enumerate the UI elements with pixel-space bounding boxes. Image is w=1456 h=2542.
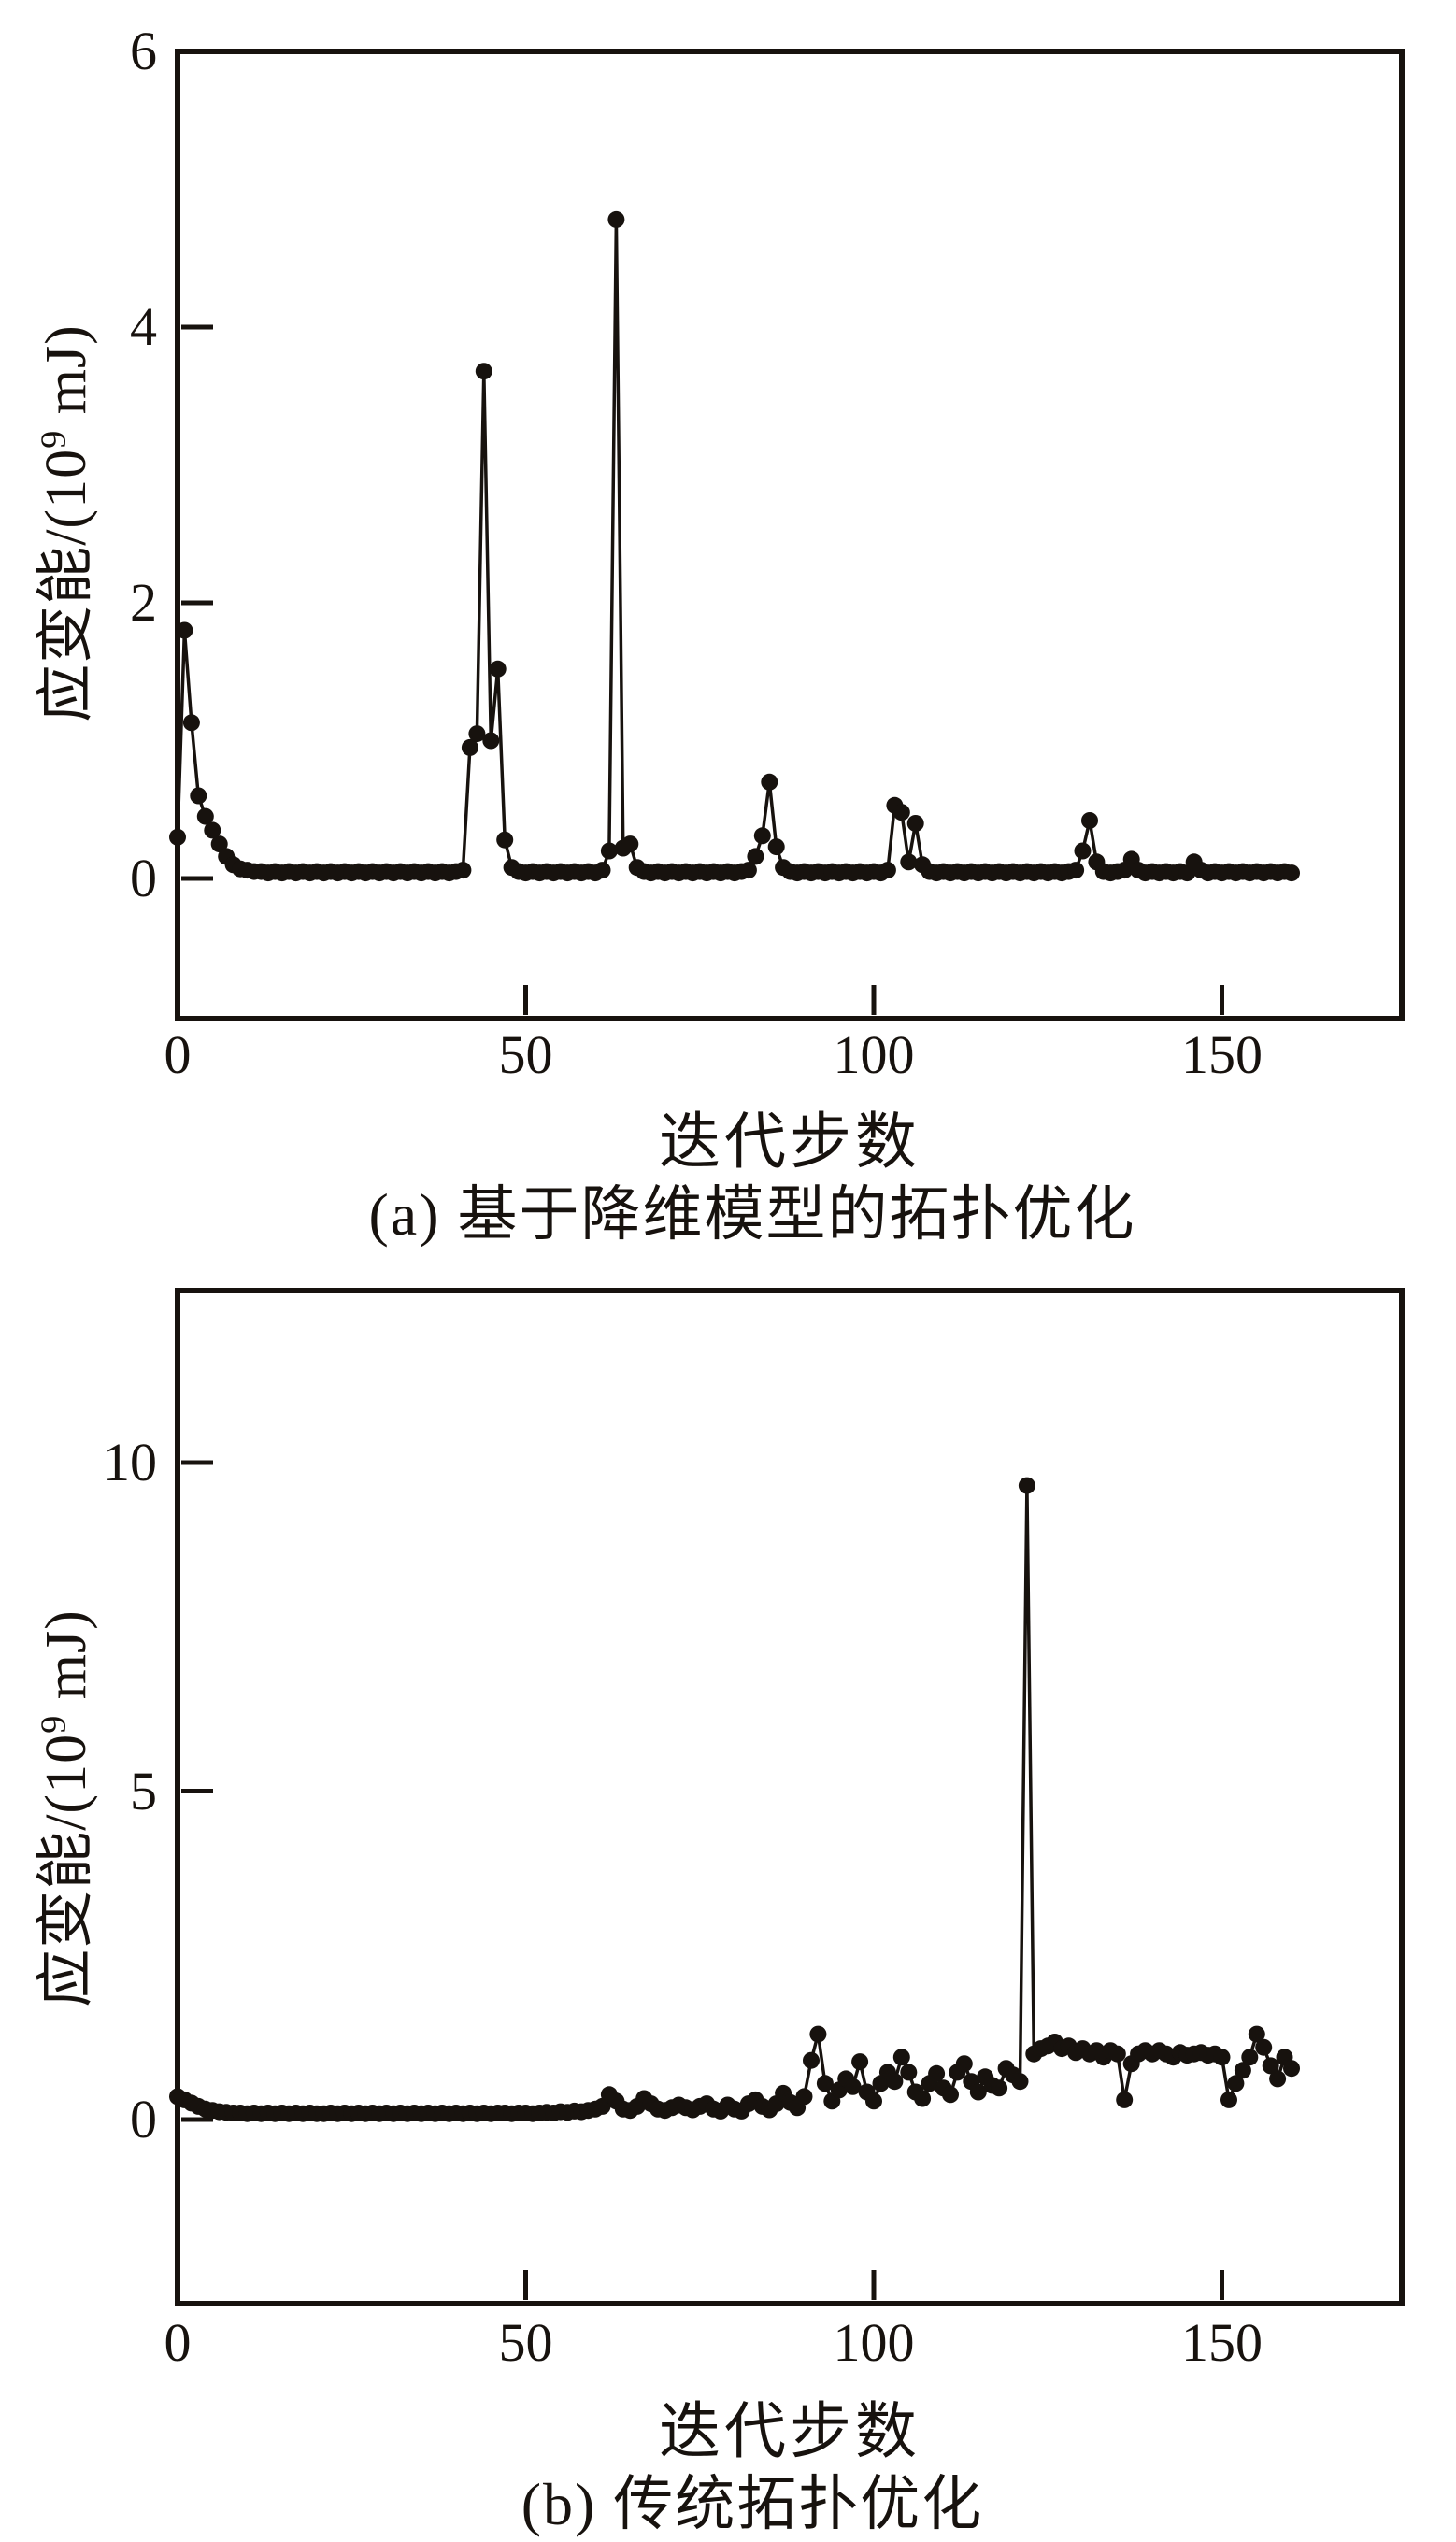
chart-b-data-point (1262, 2057, 1279, 2075)
chart-a-data-point (496, 831, 514, 849)
chart-a-data-point (1283, 864, 1300, 882)
chart-a-data-point (1074, 842, 1092, 860)
chart-b-data-point (1269, 2070, 1287, 2088)
chart-a-data-point (176, 621, 193, 639)
chart-b-x-tick-label: 0 (164, 2312, 192, 2373)
chart-a-y-axis-label: 应变能/(109 mJ) (18, 324, 102, 722)
chart-b-x-tick-label: 100 (833, 2312, 915, 2373)
chart-b-data-point (1227, 2075, 1245, 2092)
chart-a-data-point (204, 821, 221, 839)
chart-b-data-point (816, 2075, 834, 2092)
chart-b-data-point (851, 2053, 869, 2071)
chart-a-data-point (747, 848, 764, 865)
chart-b-data-point (955, 2055, 973, 2073)
chart-b-x-axis-label: 迭代步数 (659, 2398, 921, 2466)
chart-a-x-tick-label: 50 (498, 1024, 553, 1085)
chart-b-data-point (900, 2064, 918, 2081)
chart-a-series-line (176, 218, 1292, 875)
chart-a-data-point (621, 835, 639, 853)
chart-b-data-point (1248, 2025, 1265, 2043)
chart-b-data-point (1213, 2049, 1231, 2066)
chart-b-data-point (795, 2088, 813, 2106)
chart-b-data-point (892, 2049, 910, 2066)
chart-b-data-point (1283, 2060, 1300, 2078)
chart-b-group (169, 1288, 1405, 2306)
chart-a-x-tick-label: 0 (164, 1024, 192, 1085)
chart-b-x-tick-label: 50 (498, 2312, 553, 2373)
chart-b-series-line (177, 1483, 1293, 2116)
chart-a-data-point (900, 853, 918, 871)
chart-b-y-axis-label-exponent: 9 (34, 1714, 74, 1734)
chart-b-y-tick-label: 0 (130, 2089, 157, 2149)
chart-b-data-point (942, 2086, 959, 2104)
chart-b-data-point (1011, 2073, 1029, 2091)
chart-a-data-point (739, 862, 757, 879)
chart-a-data-point (210, 835, 228, 853)
chart-b-data-point (1255, 2038, 1273, 2056)
chart-a-caption: (a) 基于降维模型的拓扑优化 (368, 1181, 1136, 1248)
chart-a-data-point (1081, 812, 1098, 829)
chart-a-x-axis-label: 迭代步数 (659, 1108, 921, 1177)
chart-a-data-point (489, 660, 507, 678)
chart-a-data-point (767, 838, 785, 856)
chart-a-data-point (468, 725, 486, 743)
chart-a-data-point (593, 862, 611, 879)
chart-a-data-point (190, 787, 207, 805)
chart-b-data-point (865, 2092, 882, 2110)
chart-a-data-point (454, 862, 472, 879)
chart-a-data-point (753, 827, 771, 845)
chart-b-data-point (1018, 1477, 1035, 1494)
chart-a-data-point (461, 738, 478, 756)
chart-a-data-point (600, 842, 618, 860)
chart-a-y-tick-label: 6 (130, 21, 157, 81)
chart-b-y-axis-label-unit: mJ) (35, 1609, 98, 1715)
chart-b-x-tick-label: 150 (1181, 2312, 1263, 2373)
chart-a-plot-box (175, 49, 1405, 1021)
chart-b-y-tick-label: 10 (103, 1432, 157, 1492)
chart-b-data-point (1220, 2091, 1237, 2108)
chart-a-data-point (482, 732, 500, 750)
chart-a-y-axis-label-exponent: 9 (34, 429, 74, 449)
chart-a-data-point (196, 807, 214, 825)
chart-b-data-point (1241, 2049, 1259, 2066)
chart-b-data-point (809, 2025, 827, 2043)
chart-b-data-point (886, 2073, 904, 2091)
chart-a-data-point (892, 804, 910, 821)
chart-b-caption: (b) 传统拓扑优化 (521, 2471, 984, 2537)
chart-b-data-point (803, 2051, 820, 2069)
chart-b-data-point (928, 2064, 946, 2082)
chart-b-data-point (991, 2079, 1008, 2097)
chart-a-y-tick-label: 4 (130, 296, 157, 357)
chart-b-data-point (1116, 2091, 1134, 2108)
chart-a-data-point (878, 862, 896, 879)
chart-a-y-tick-label: 2 (130, 572, 157, 633)
chart-a-y-tick-label: 0 (130, 848, 157, 908)
chart-a-group (169, 49, 1405, 1021)
chart-b-data-point (1108, 2045, 1126, 2063)
chart-a-data-point (906, 815, 924, 832)
chart-b-data-point (969, 2083, 987, 2101)
chart-a-data-point (475, 363, 492, 380)
chart-a-data-point (182, 714, 200, 732)
chart-a-data-point (761, 773, 778, 791)
chart-a-data-point (1067, 862, 1085, 879)
chart-b-data-point (1234, 2062, 1251, 2079)
chart-a-x-tick-label: 150 (1181, 1024, 1263, 1085)
chart-b-plot-box (175, 1288, 1405, 2306)
chart-b-data-point (914, 2090, 932, 2107)
chart-b-data-point (844, 2078, 862, 2095)
chart-a-x-tick-label: 100 (833, 1024, 915, 1085)
chart-b-y-tick-label: 5 (130, 1760, 157, 1821)
chart-a-data-point (607, 210, 625, 228)
chart-a-data-point (169, 828, 186, 846)
